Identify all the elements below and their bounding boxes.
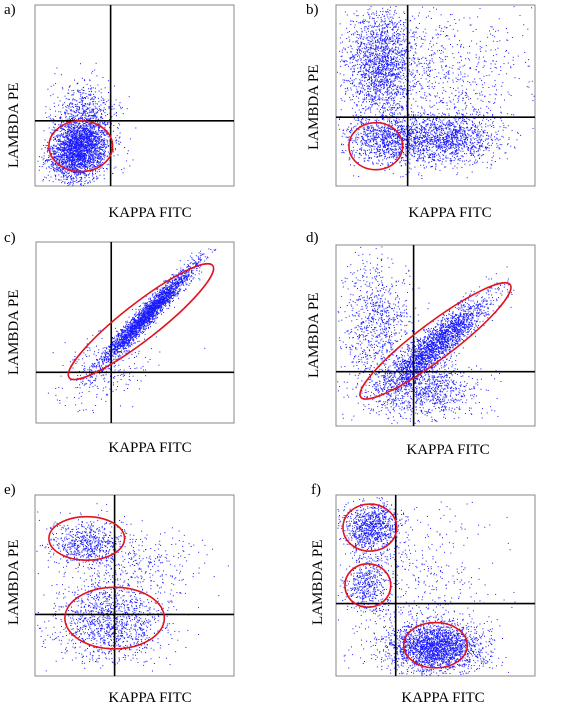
- x-axis-label: KAPPA FITC: [70, 205, 230, 222]
- gate-ellipse: [342, 503, 398, 552]
- gate-ellipse: [344, 562, 392, 609]
- gate-ellipse: [48, 515, 126, 561]
- gate-ellipse: [359, 282, 512, 400]
- y-axis-label: LAMBDA PE: [306, 293, 323, 378]
- plot-frame: [34, 494, 235, 677]
- scatter-plot-f: [335, 494, 536, 677]
- x-axis-label: KAPPA FITC: [370, 205, 530, 222]
- scatter-svg: [35, 241, 235, 424]
- scatter-svg: [34, 494, 235, 677]
- scatter-plot-d: [335, 244, 536, 427]
- plot-frame: [335, 244, 536, 427]
- gate-ellipse: [48, 120, 114, 173]
- panel-label: d): [306, 230, 319, 247]
- scatter-svg: [335, 4, 536, 187]
- x-axis-label: KAPPA FITC: [70, 690, 230, 707]
- plot-frame: [34, 4, 235, 187]
- y-axis-label: LAMBDA PE: [6, 290, 23, 375]
- x-axis-label: KAPPA FITC: [70, 440, 230, 457]
- gate-ellipse: [67, 262, 215, 381]
- scatter-plot-a: [34, 4, 235, 187]
- panel-label: e): [4, 482, 16, 499]
- gate-ellipse: [402, 621, 469, 669]
- panel-label: a): [4, 2, 16, 19]
- y-axis-label: LAMBDA PE: [310, 540, 327, 625]
- scatter-plot-e: [34, 494, 235, 677]
- points: [337, 6, 535, 179]
- panel-label: f): [311, 482, 321, 499]
- y-axis-label: LAMBDA PE: [6, 540, 23, 625]
- y-axis-label: LAMBDA PE: [6, 83, 23, 168]
- gate-ellipse: [64, 586, 166, 650]
- plot-frame: [335, 4, 536, 187]
- scatter-plot-b: [335, 4, 536, 187]
- y-axis-label: LAMBDA PE: [306, 65, 323, 150]
- scatter-svg: [335, 494, 536, 677]
- panel-label: b): [306, 2, 319, 19]
- scatter-svg: [335, 244, 536, 427]
- scatter-plot-c: [35, 241, 235, 424]
- x-axis-label: KAPPA FITC: [368, 442, 528, 459]
- scatter-svg: [34, 4, 235, 187]
- gate-ellipse: [348, 121, 404, 171]
- x-axis-label: KAPPA FITC: [363, 690, 523, 707]
- panel-label: c): [4, 230, 16, 247]
